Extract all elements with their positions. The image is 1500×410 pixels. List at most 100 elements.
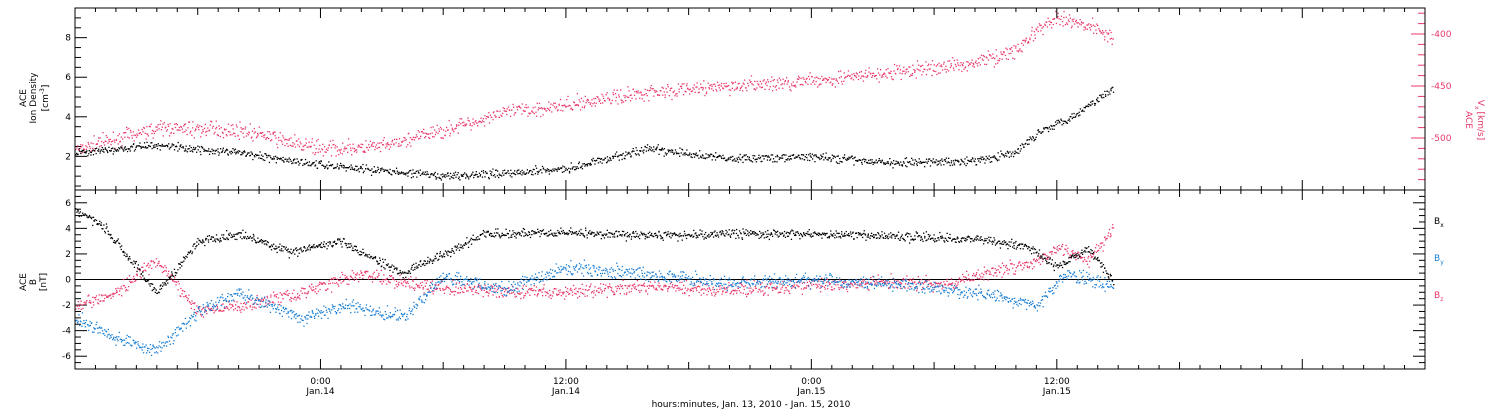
bz-point bbox=[214, 310, 216, 312]
vx-point bbox=[291, 145, 293, 147]
density-point bbox=[261, 158, 263, 160]
by-point bbox=[293, 311, 295, 313]
vx-point bbox=[971, 59, 973, 61]
bz-point bbox=[451, 291, 453, 293]
bz-point bbox=[186, 299, 189, 302]
by-point bbox=[287, 312, 289, 314]
bz-point bbox=[95, 298, 97, 301]
bz-point bbox=[861, 286, 863, 288]
bz-point bbox=[1073, 253, 1075, 255]
density-point bbox=[400, 172, 402, 174]
density-point bbox=[886, 162, 888, 165]
density-point bbox=[895, 160, 897, 162]
density-point bbox=[1041, 131, 1043, 133]
bz-point bbox=[1066, 250, 1068, 252]
vx-point bbox=[847, 74, 849, 76]
bz-point bbox=[346, 283, 348, 285]
density-point bbox=[459, 179, 461, 181]
density-point bbox=[476, 176, 479, 178]
vx-point bbox=[841, 83, 844, 85]
bz-point bbox=[154, 261, 156, 264]
bz-point bbox=[692, 288, 694, 290]
vx-point bbox=[1090, 25, 1093, 27]
vx-point bbox=[503, 107, 506, 110]
bz-point bbox=[516, 287, 518, 289]
density-point bbox=[357, 169, 359, 171]
density-point bbox=[700, 155, 702, 157]
vx-point bbox=[642, 94, 644, 96]
density-point bbox=[90, 154, 92, 156]
bz-point bbox=[771, 287, 773, 289]
density-point bbox=[476, 174, 478, 176]
by-point bbox=[235, 293, 237, 295]
vx-point bbox=[114, 141, 116, 143]
density-point bbox=[390, 173, 392, 175]
vx-point bbox=[201, 132, 203, 134]
bz-point bbox=[521, 292, 523, 294]
density-point bbox=[387, 169, 389, 172]
bz-point bbox=[112, 295, 114, 297]
bz-point bbox=[100, 294, 103, 296]
vx-point bbox=[920, 65, 922, 67]
density-point bbox=[408, 171, 410, 173]
density-point bbox=[402, 172, 404, 174]
density-point bbox=[1101, 97, 1103, 99]
bz-point bbox=[382, 281, 385, 283]
bz-point bbox=[1005, 266, 1007, 268]
vx-point bbox=[416, 136, 418, 138]
bz-point bbox=[328, 280, 330, 282]
density-point bbox=[818, 157, 820, 159]
density-point bbox=[338, 167, 340, 169]
by-point bbox=[128, 342, 130, 344]
density-point bbox=[370, 169, 372, 172]
density-point bbox=[203, 148, 205, 150]
density-point bbox=[706, 157, 708, 159]
vx-point bbox=[133, 140, 135, 142]
density-point bbox=[825, 152, 827, 154]
bz-point bbox=[839, 279, 841, 281]
by-point bbox=[316, 308, 318, 310]
bz-point bbox=[988, 270, 990, 272]
by-point bbox=[471, 281, 473, 283]
bz-point bbox=[1009, 259, 1011, 261]
density-point bbox=[781, 157, 784, 159]
by-point bbox=[107, 334, 109, 336]
bz-point bbox=[249, 306, 251, 308]
density-point bbox=[360, 166, 362, 168]
by-point bbox=[164, 342, 166, 344]
density-point bbox=[661, 147, 663, 149]
bz-point bbox=[435, 284, 437, 286]
density-point bbox=[632, 147, 634, 150]
bz-point bbox=[213, 312, 215, 314]
density-point bbox=[848, 156, 850, 158]
bz-point bbox=[997, 269, 999, 271]
bz-point bbox=[339, 279, 341, 282]
bz-point bbox=[122, 284, 124, 287]
vx-point bbox=[1110, 31, 1112, 34]
vx-point bbox=[410, 145, 412, 147]
by-point bbox=[184, 317, 187, 320]
density-point bbox=[1099, 94, 1101, 96]
density-point bbox=[849, 157, 851, 159]
density-point bbox=[689, 152, 691, 154]
vx-point bbox=[991, 57, 993, 59]
bz-point bbox=[953, 287, 955, 290]
density-point bbox=[571, 167, 574, 169]
density-point bbox=[562, 165, 564, 167]
density-point bbox=[907, 161, 909, 163]
bz-point bbox=[274, 294, 276, 296]
bz-point bbox=[339, 276, 341, 279]
by-point bbox=[216, 297, 219, 299]
by-point bbox=[265, 299, 267, 301]
by-point bbox=[287, 311, 289, 313]
vx-point bbox=[115, 138, 118, 141]
vx-point bbox=[433, 136, 435, 138]
density-point bbox=[531, 171, 533, 173]
vx-point bbox=[575, 104, 578, 106]
bz-point bbox=[307, 290, 310, 293]
vx-point bbox=[304, 144, 307, 146]
bz-point bbox=[1091, 255, 1093, 258]
vx-point bbox=[147, 135, 149, 137]
vx-point bbox=[648, 90, 650, 92]
vx-point bbox=[908, 66, 910, 68]
